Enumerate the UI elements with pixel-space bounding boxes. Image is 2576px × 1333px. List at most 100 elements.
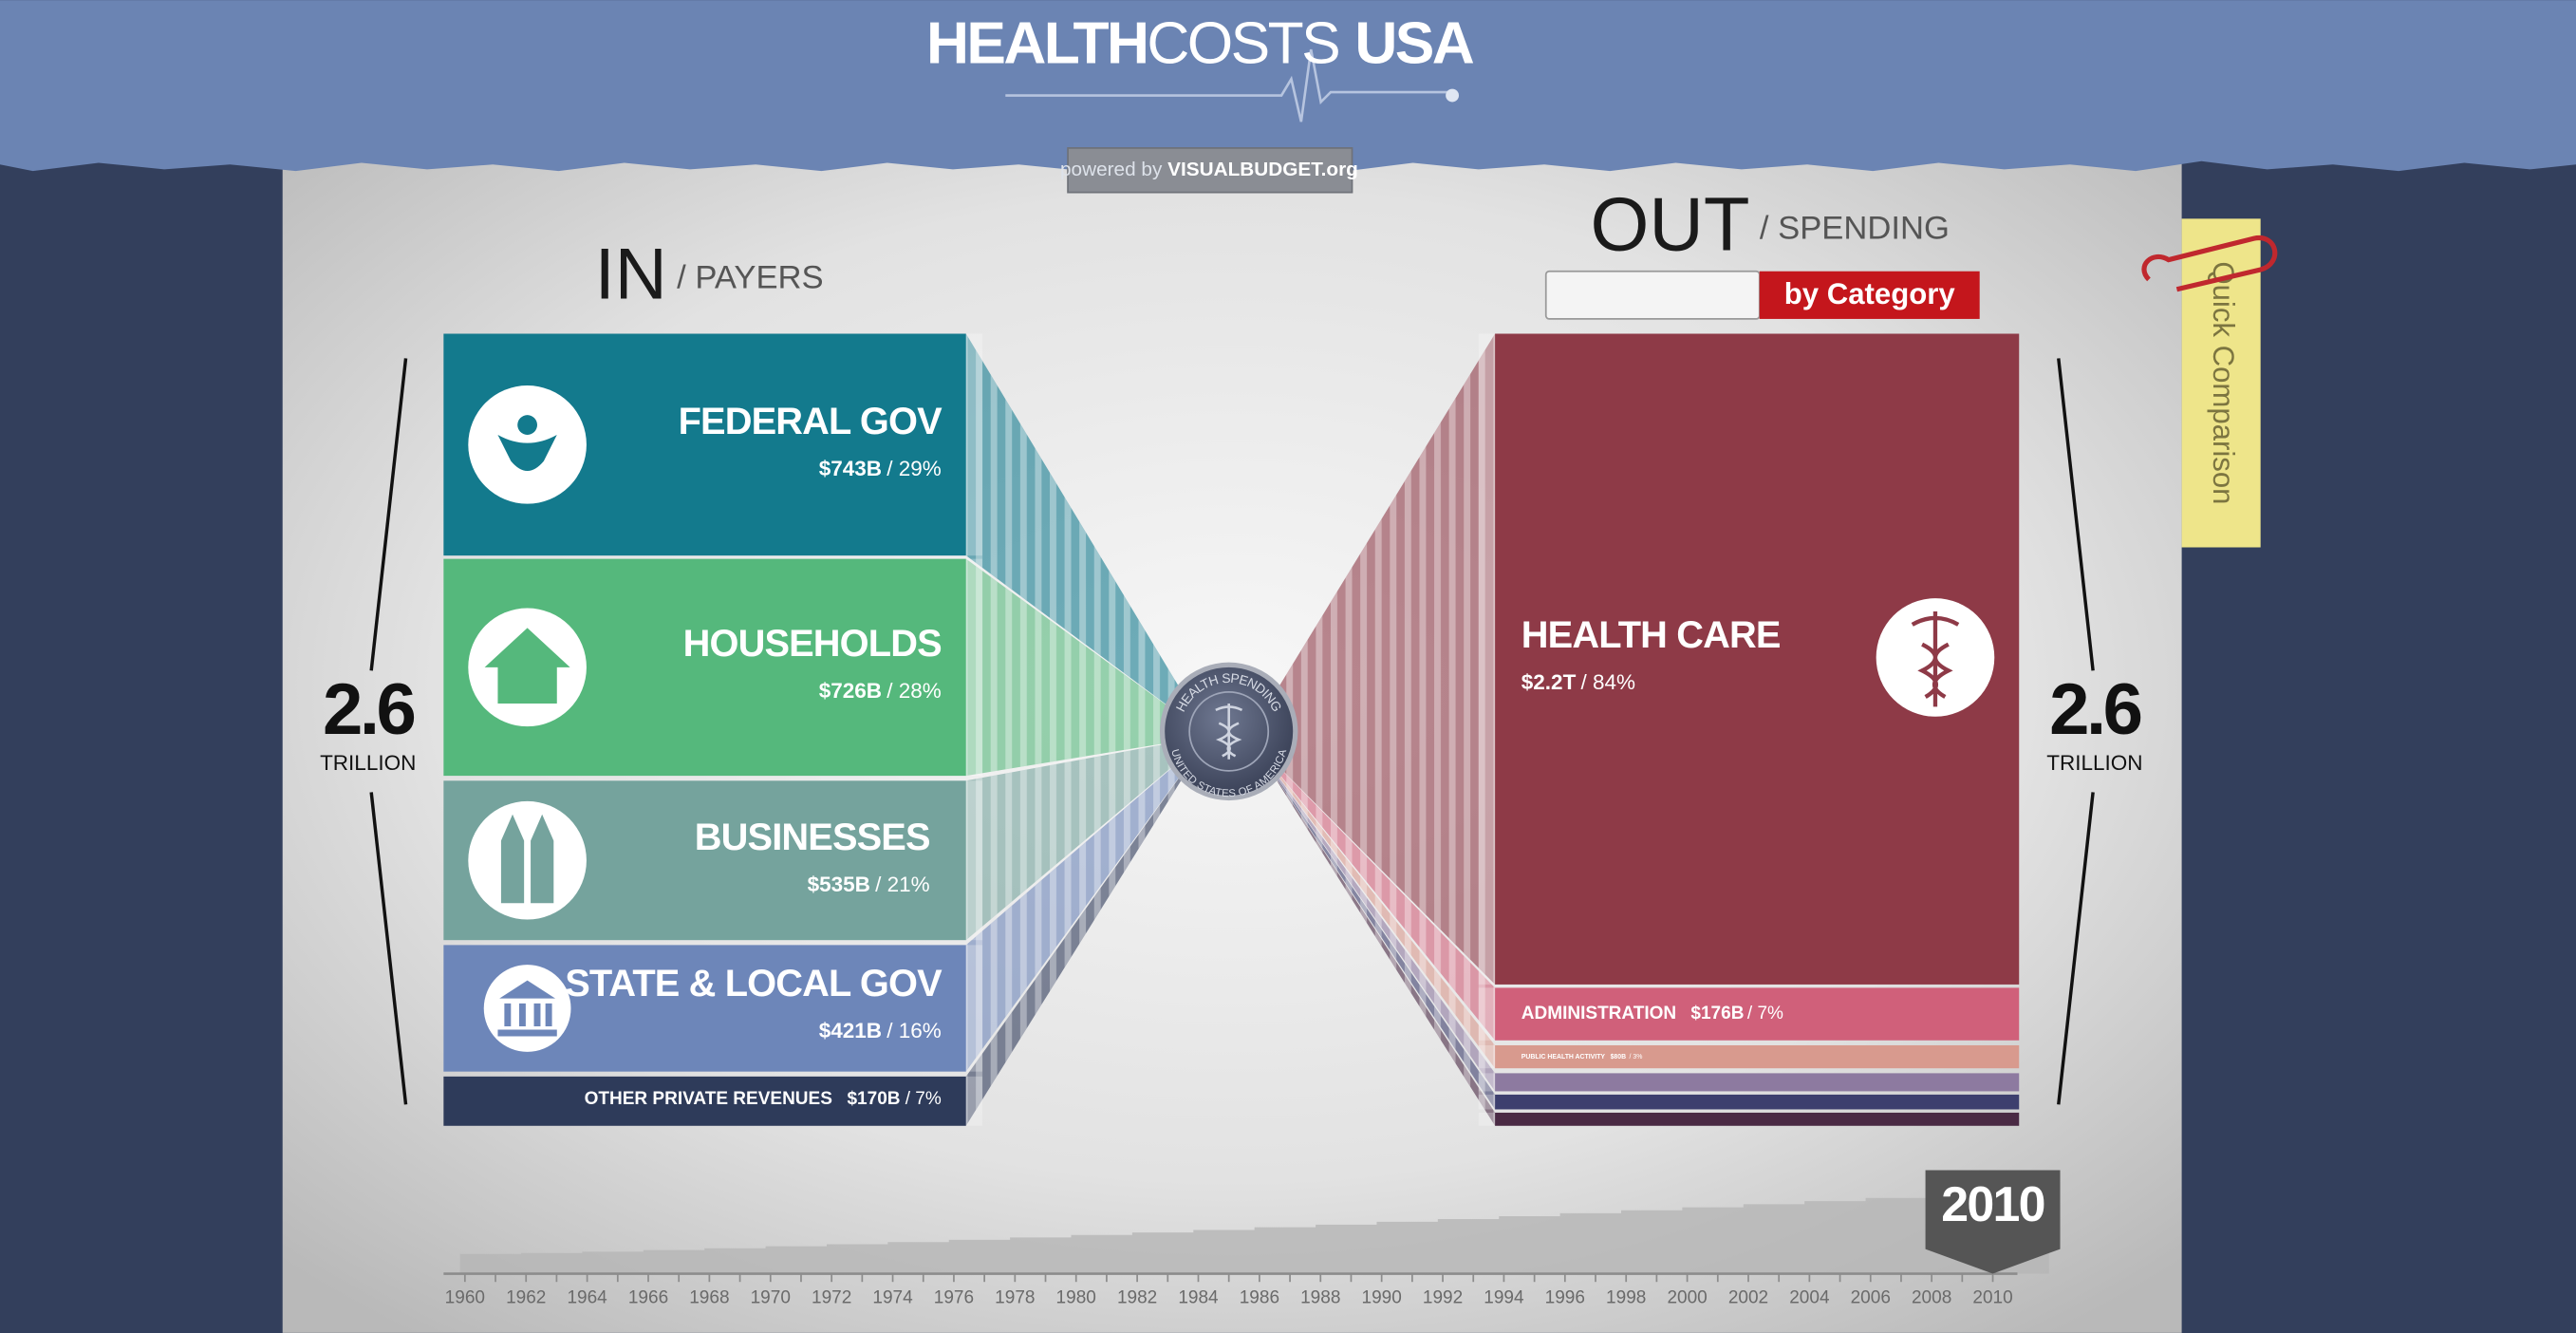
spending-block[interactable] [1495,1073,2020,1092]
funnel-stripes [965,767,1186,1126]
spending-block[interactable] [1495,987,2020,1041]
spending-block-side [1478,1112,1496,1126]
payer-share: / 16% [887,1019,942,1042]
spending-label: PUBLIC HEALTH ACTIVITY $80B/ 3% [1521,1054,1643,1061]
site-title: HEALTHCOSTS USA [926,11,1474,77]
funnel-stripes [1271,767,1496,1092]
powered-name: VISUALBUDGET.org [1167,160,1358,181]
eagle-icon [497,434,557,472]
total-bracket [369,358,408,671]
payer-amount: $170B [847,1089,900,1109]
timeline-year[interactable]: 1976 [934,1288,974,1308]
timeline-year[interactable]: 1990 [1362,1288,1402,1308]
timeline-year[interactable]: 1982 [1117,1288,1157,1308]
powered-text[interactable]: powered by VISUALBUDGET.org [1060,160,1358,181]
funnel-stripes [965,333,1186,720]
total-unit: TRILLION [320,751,416,775]
total-value: 2.6 [323,669,415,750]
caduceus-icon [1911,611,1960,707]
payer-amount: $743B [819,457,882,480]
title-end: USA [1354,11,1473,77]
spending-block[interactable] [1495,1044,2020,1069]
funnel-stripes [1271,771,1496,1126]
timeline-year[interactable]: 2004 [1789,1288,1830,1308]
in-word: IN [595,234,667,314]
category-button[interactable] [1759,271,1980,319]
timeline-year[interactable]: 1978 [995,1288,1035,1308]
timeline-year[interactable]: 1964 [567,1288,607,1308]
payer-name: OTHER PRIVATE REVENUES [585,1089,832,1109]
powered-badge[interactable] [1067,147,1353,194]
payer-name: STATE & LOCAL GOV [565,963,943,1004]
spending-amount: $2.2T [1521,670,1577,694]
funnel-stripes [1271,764,1496,1069]
in-sub: / PAYERS [677,260,824,296]
timeline-year[interactable]: 1994 [1484,1288,1524,1308]
payer-share: / 28% [887,679,942,703]
total-bracket [369,792,408,1105]
payer-amount: $535B [808,873,870,896]
total-value: 2.6 [2049,669,2141,750]
bank-icon [497,980,557,1037]
spending-amount: $80B [1611,1054,1627,1061]
timeline-year[interactable]: 2000 [1667,1288,1707,1308]
timeline-year[interactable]: 1966 [628,1288,668,1308]
payer-name: FEDERAL GOV [679,401,943,442]
total-unit: TRILLION [2046,751,2142,775]
quick-comparison-label[interactable]: Quick Comparison [2207,261,2240,504]
payer-share: / 29% [887,457,942,480]
timeline-year[interactable]: 2010 [1972,1288,2012,1308]
payer-amount: $421B [819,1019,882,1042]
tower-icon [500,814,525,904]
funnel-stripes [1271,760,1496,1041]
timeline-year[interactable]: 2002 [1728,1288,1768,1308]
payer-block-side [965,945,983,1072]
labels: FEDERAL GOV $743B/ 29% HOUSEHOLDS $726B/ 28… [320,401,2144,1308]
timeline-year[interactable]: 1974 [872,1288,913,1308]
spending-label: ADMINISTRATION $176B/ 7% [1521,1004,1783,1023]
timeline-year[interactable]: 1988 [1300,1288,1340,1308]
timeline-year[interactable]: 1968 [689,1288,729,1308]
spending-value: $2.2T/ 84% [1521,670,1635,694]
payer-block[interactable] [443,1076,966,1126]
search-input[interactable] [1544,270,1761,320]
spending-amount: $176B [1690,1004,1744,1023]
timeline-year[interactable]: 1970 [751,1288,791,1308]
timeline-year[interactable]: 1986 [1240,1288,1279,1308]
spending-block[interactable] [1495,1112,2020,1126]
timeline-year[interactable]: 1980 [1056,1288,1096,1308]
timeline-year[interactable]: 1996 [1545,1288,1585,1308]
spending-block-side [1478,1073,1496,1092]
selected-year[interactable]: 2010 [1941,1177,2045,1232]
payer-name: HOUSEHOLDS [683,623,942,665]
payer-block-side [965,780,983,941]
spending-block-side [1478,333,1496,985]
timeline-year[interactable]: 1992 [1423,1288,1463,1308]
payer-share: / 21% [875,873,930,896]
spending-block-side [1478,987,1496,1041]
funnel-stripes [1271,333,1496,985]
out-heading: OUT / SPENDING [1590,181,1949,266]
spending-block[interactable] [1495,1094,2020,1110]
year-badge[interactable] [1925,1170,2061,1274]
timeline-year[interactable]: 1962 [506,1288,546,1308]
timeline-year[interactable]: 1998 [1606,1288,1646,1308]
timeline-year[interactable]: 1984 [1178,1288,1219,1308]
house-icon [484,628,570,704]
funnel-stripes [965,558,1186,777]
title-light: COSTS [1147,11,1338,77]
total-bracket [2057,358,2095,671]
timeline-year[interactable]: 1960 [445,1288,485,1308]
category-button-label[interactable]: by Category [1784,277,1956,310]
timeline-year[interactable]: 2008 [1912,1288,1951,1308]
spending-block-side [1478,1044,1496,1069]
timeline-year[interactable]: 1972 [812,1288,851,1308]
timeline-year[interactable]: 2006 [1851,1288,1891,1308]
spending-name: PUBLIC HEALTH ACTIVITY [1521,1054,1606,1061]
spending-share: / 3% [1630,1054,1643,1061]
payer-block-side [965,1076,983,1126]
out-word: OUT [1590,181,1749,266]
powered-prefix: powered by [1060,160,1163,181]
payer-block-side [965,558,983,777]
pulse-line [1005,48,1454,122]
